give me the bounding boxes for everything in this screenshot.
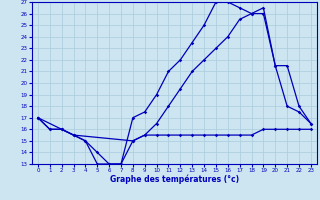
X-axis label: Graphe des températures (°c): Graphe des températures (°c) <box>110 175 239 184</box>
